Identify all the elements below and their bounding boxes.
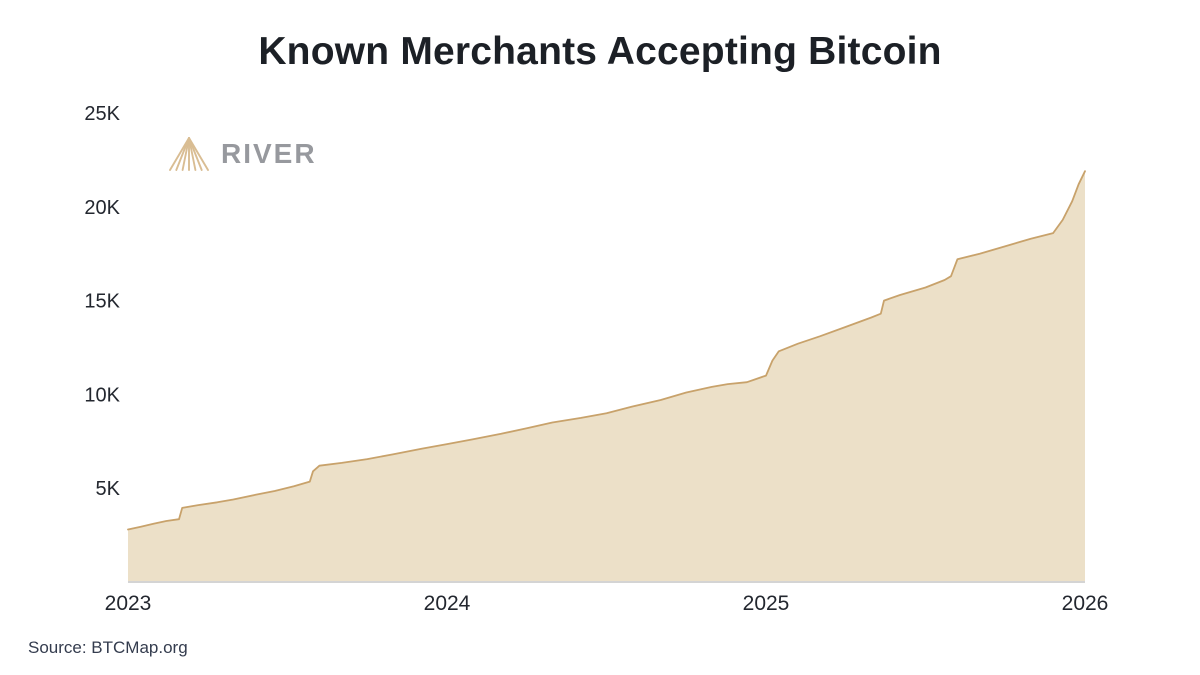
y-tick-label: 25K (84, 103, 120, 125)
x-tick-label: 2024 (424, 592, 471, 615)
y-tick-label: 15K (84, 291, 120, 313)
y-tick-label: 5K (96, 478, 121, 500)
area-series-fill (128, 171, 1085, 582)
area-series-line (127, 170, 1086, 531)
x-tick-label: 2023 (105, 592, 152, 615)
y-tick-label: 10K (84, 384, 120, 406)
river-mountain-icon (169, 137, 209, 171)
y-tick-label: 20K (84, 197, 120, 219)
chart-title: Known Merchants Accepting Bitcoin (258, 30, 942, 73)
river-logo: RIVER (167, 135, 317, 173)
river-logo-text: RIVER (221, 138, 317, 169)
x-tick-label: 2026 (1062, 592, 1109, 615)
x-tick-label: 2025 (743, 592, 790, 615)
source-caption: Source: BTCMap.org (28, 638, 188, 657)
